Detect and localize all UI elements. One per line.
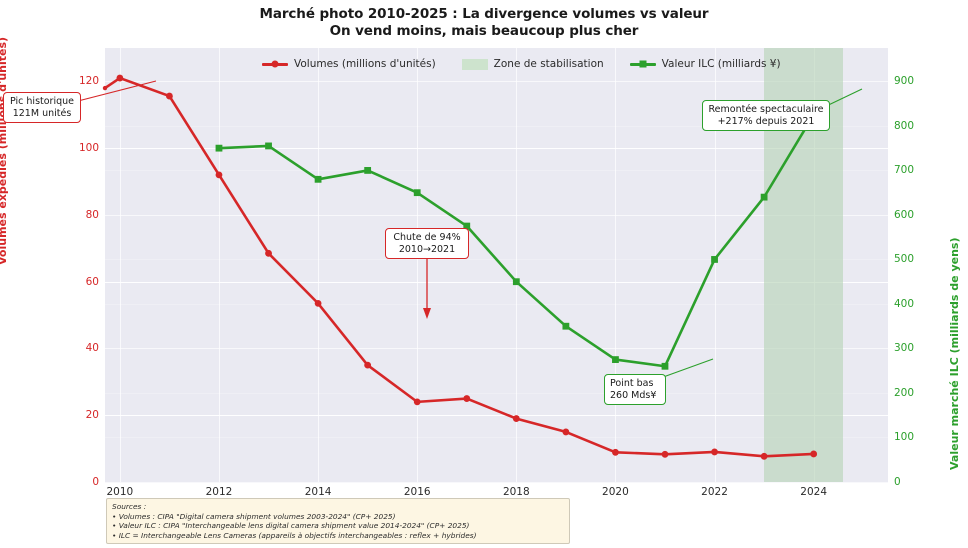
data-series-layer — [102, 74, 818, 460]
y-axis-left-tick-label: 20 — [85, 409, 99, 422]
data-point-marker[interactable] — [413, 189, 421, 197]
data-point-marker[interactable] — [364, 361, 372, 369]
data-point-marker[interactable] — [512, 278, 520, 286]
gridline-vertical — [516, 48, 518, 482]
gridline-vertical — [714, 48, 716, 482]
data-point-marker[interactable] — [102, 85, 108, 91]
y-axis-right-tick-label: 100 — [894, 431, 915, 444]
gridline-horizontal-secondary — [105, 214, 888, 216]
gridline-horizontal-secondary — [105, 392, 888, 394]
series-line — [217, 113, 815, 368]
data-point-marker[interactable] — [562, 428, 570, 436]
data-point-marker[interactable] — [711, 448, 718, 456]
gridline-horizontal-secondary — [105, 125, 888, 127]
legend-label-volumes: Volumes (millions d'unités) — [294, 58, 436, 70]
chart-legend: Volumes (millions d'unités) Zone de stab… — [262, 58, 781, 70]
data-point-marker[interactable] — [760, 193, 768, 201]
title-line-1: Marché photo 2010-2025 : La divergence v… — [259, 6, 709, 22]
gridline-horizontal-secondary — [105, 303, 888, 305]
data-point-marker[interactable] — [661, 362, 669, 370]
y-axis-left-tick-label: 80 — [85, 208, 99, 221]
gridline-horizontal-secondary — [105, 348, 888, 350]
x-axis-tick-label: 2010 — [106, 486, 134, 498]
data-point-marker[interactable] — [760, 452, 768, 460]
data-point-marker[interactable] — [265, 142, 272, 150]
y-axis-right-tick-label: 0 — [894, 476, 901, 488]
series-line — [103, 76, 815, 458]
y-axis-left-tick-label: 100 — [78, 142, 99, 155]
x-axis-tick-label: 2020 — [602, 486, 629, 498]
y-axis-right-label: Valeur marché ILC (milliards de yens) — [948, 237, 961, 470]
legend-item-zone[interactable]: Zone de stabilisation — [461, 58, 604, 70]
legend-item-volumes[interactable]: Volumes (millions d'unités) — [262, 58, 436, 70]
y-axis-left-label: Volumes expédiés (millions d'unités) — [0, 36, 9, 265]
gridline-horizontal — [105, 415, 888, 417]
data-point-marker[interactable] — [364, 167, 372, 174]
data-point-marker[interactable] — [711, 256, 718, 263]
data-point-marker[interactable] — [314, 175, 322, 183]
annotation-rebound: Remontée spectaculaire +217% depuis 2021 — [702, 100, 830, 131]
x-axis-tick-label: 2018 — [502, 486, 530, 498]
y-axis-right-tick-label: 300 — [894, 342, 915, 355]
y-axis-left-tick-label: 60 — [85, 275, 99, 288]
gridline-vertical — [318, 48, 320, 482]
data-point-marker[interactable] — [810, 450, 818, 458]
y-axis-right-tick-label: 600 — [894, 208, 915, 221]
gridline-vertical — [119, 48, 121, 482]
y-axis-left-tick-label: 40 — [85, 342, 99, 355]
x-axis-tick-label: 2014 — [304, 486, 332, 498]
y-axis-left-tick-label: 0 — [92, 476, 99, 488]
data-point-marker[interactable] — [215, 144, 223, 152]
legend-label-valeur: Valeur ILC (milliards ¥) — [661, 58, 781, 70]
y-axis-right-tick-label: 400 — [894, 297, 915, 310]
y-axis-right-tick-label: 700 — [894, 164, 915, 177]
legend-label-zone: Zone de stabilisation — [493, 58, 604, 70]
title-line-2: On vend moins, mais beaucoup plus cher — [329, 23, 639, 39]
gridline-vertical — [218, 48, 220, 482]
legend-marker-valeur-icon — [629, 62, 656, 66]
y-axis-right-tick-label: 200 — [894, 386, 915, 399]
x-axis-tick-label: 2016 — [403, 486, 431, 498]
gridline-horizontal-secondary — [105, 81, 888, 83]
y-axis-left-tick-label: 120 — [78, 75, 99, 88]
data-point-marker[interactable] — [463, 222, 471, 230]
y-axis-right-tick-label: 900 — [894, 75, 915, 88]
data-point-marker[interactable] — [166, 92, 173, 100]
chart-title: Marché photo 2010-2025 : La divergence v… — [0, 6, 968, 40]
legend-marker-volumes-icon — [262, 62, 288, 66]
gridline-horizontal — [105, 148, 888, 150]
x-axis-tick-label: 2012 — [205, 486, 233, 498]
data-point-marker[interactable] — [612, 448, 619, 456]
data-point-marker[interactable] — [413, 398, 421, 406]
gridline-vertical — [417, 48, 419, 482]
x-axis-tick-label: 2024 — [800, 486, 828, 498]
gridline-horizontal-secondary — [105, 482, 888, 483]
data-point-marker[interactable] — [661, 450, 669, 458]
data-point-marker[interactable] — [215, 171, 223, 179]
data-point-marker[interactable] — [463, 395, 471, 402]
gridline-horizontal-secondary — [105, 170, 888, 172]
gridline-horizontal — [105, 281, 888, 283]
legend-swatch-zone-icon — [461, 58, 488, 70]
gridline-horizontal-secondary — [105, 437, 888, 439]
sources-footnote: Sources : • Volumes : CIPA "Digital came… — [106, 498, 570, 545]
data-point-marker[interactable] — [512, 415, 520, 422]
data-point-marker[interactable] — [612, 356, 619, 363]
annotation-peak: Pic historique 121M unités — [3, 92, 81, 123]
x-axis-tick-label: 2022 — [701, 486, 728, 498]
y-axis-right-tick-label: 500 — [894, 253, 915, 266]
data-point-marker[interactable] — [562, 322, 570, 330]
legend-item-valeur[interactable]: Valeur ILC (milliards ¥) — [629, 58, 781, 70]
y-axis-right-tick-label: 800 — [894, 119, 915, 132]
annotation-drop: Chute de 94% 2010→2021 — [385, 228, 469, 259]
data-point-marker[interactable] — [265, 249, 272, 257]
annotation-low: Point bas 260 Mds¥ — [604, 374, 666, 405]
data-point-marker[interactable] — [314, 299, 322, 307]
gridline-vertical — [615, 48, 617, 482]
data-point-marker[interactable] — [116, 74, 124, 82]
